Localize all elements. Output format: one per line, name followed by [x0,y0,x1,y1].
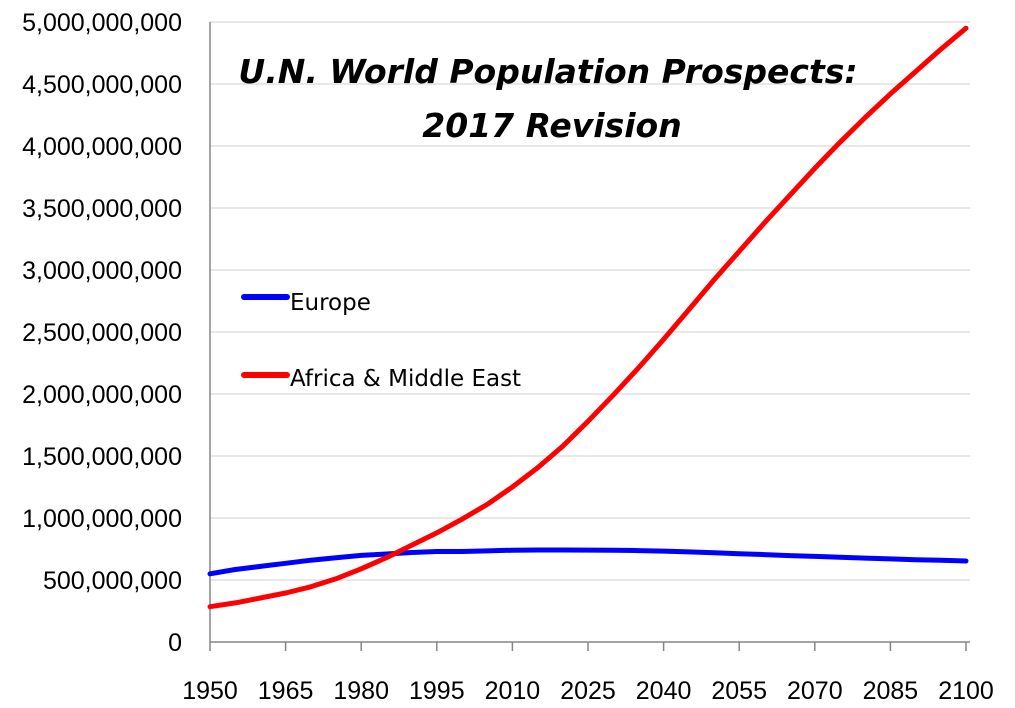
y-tick-label: 5,000,000,000 [22,9,182,37]
x-tick-label: 2040 [636,677,692,705]
series-line-europe [207,547,969,577]
y-tick-label: 1,500,000,000 [22,443,182,471]
axes [209,22,970,643]
x-tick-label: 1980 [333,677,389,705]
chart-subtitle: 2017 Revision [422,106,681,145]
y-tick-label: 3,000,000,000 [22,257,182,285]
y-tick-label: 1,000,000,000 [22,505,182,533]
x-tick-label: 1950 [182,677,238,705]
series-line-africa-middle-east [207,25,969,610]
gridlines [210,21,970,581]
x-tick-label: 2055 [711,677,767,705]
x-tick-label: 2085 [863,677,919,705]
series-lines [207,25,969,610]
x-tick-label: 2070 [787,677,843,705]
x-tick-labels: 1950 1965 1980 1995 2010 2025 2040 2055 2070 2085… [182,642,994,705]
y-tick-label: 3,500,000,000 [22,195,182,223]
legend-label-europe: Europe [290,290,371,316]
y-tick-label: 2,000,000,000 [22,381,182,409]
y-tick-label: 2,500,000,000 [22,319,182,347]
y-tick-label: 4,500,000,000 [22,71,182,99]
x-tick-label: 2010 [485,677,541,705]
x-tick-label: 1995 [409,677,465,705]
x-tick-label: 2025 [560,677,616,705]
y-tick-label: 500,000,000 [43,567,182,595]
x-tick-label: 1965 [258,677,314,705]
chart-title: U.N. World Population Prospects: [238,52,857,91]
chart-title-group: U.N. World Population Prospects: 2017 Re… [238,52,857,145]
legend-label-africa-middle-east: Africa & Middle East [290,366,521,392]
y-tick-label: 4,000,000,000 [22,133,182,161]
y-tick-labels: 0 500,000,000 1,000,000,000 1,500,000,000 2,… [22,9,182,657]
legend: Europe Africa & Middle East [241,290,521,392]
y-tick-label: 0 [168,629,182,657]
x-tick-label: 2100 [938,677,994,705]
